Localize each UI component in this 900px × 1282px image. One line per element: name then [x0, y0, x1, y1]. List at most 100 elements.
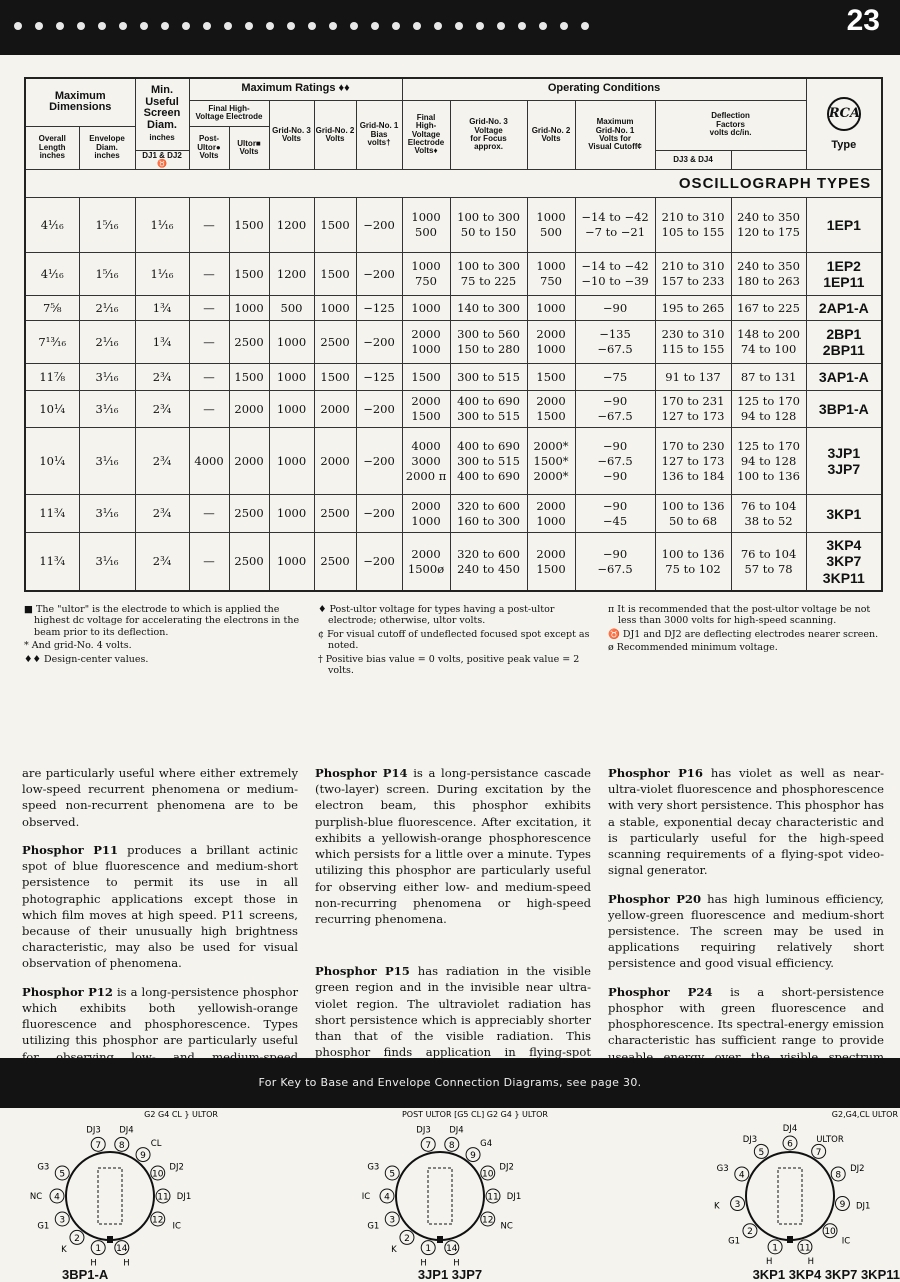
pin-label: DJ3	[86, 1126, 100, 1136]
table-cell: 1500	[228, 197, 270, 254]
dot	[350, 22, 358, 30]
table-cell: 2³⁄₄	[134, 494, 190, 534]
table-cell: 1000 500	[401, 197, 451, 254]
table-cell: −200	[355, 252, 403, 297]
paragraph: Phosphor P20 has high luminous efficienc…	[608, 891, 884, 972]
table-cell: 2000	[228, 427, 270, 496]
table-cell: −90	[574, 295, 656, 322]
page-header-bar: 23	[0, 0, 900, 55]
dot	[203, 22, 211, 30]
tube-type: 3BP1-A	[805, 390, 883, 429]
table-cell: 11⁷⁄₈	[24, 363, 80, 392]
table-cell: 100 to 300 75 to 225	[449, 252, 528, 297]
pin-label: NC	[30, 1192, 42, 1202]
pin-label: G1	[37, 1222, 49, 1232]
pin-number: 5	[758, 1148, 764, 1158]
table-cell: 1000 500	[526, 197, 576, 254]
col-dj1-dj2: DJ1 & DJ2 ♉	[134, 149, 190, 171]
dot	[266, 22, 274, 30]
pin	[155, 1188, 171, 1204]
table-cell: 1¹⁄₁₆	[134, 197, 190, 254]
pin-number: 5	[389, 1170, 395, 1180]
pin-number: 4	[54, 1193, 60, 1203]
table-row: 7¹³⁄₁₆ 2¹⁄₁₆ 1³⁄₄ —2500 1000 2500 −200 2000 100…	[24, 320, 883, 365]
pin-number: 7	[425, 1141, 431, 1151]
pin-label: H	[453, 1258, 459, 1268]
table-cell: −90 −45	[574, 494, 656, 534]
dot	[98, 22, 106, 30]
ultor-note: G2 G4 CL } ULTOR	[144, 1110, 218, 1119]
text-column: Phosphor P14 is a long-persistance casca…	[315, 765, 591, 1089]
pin-number: 7	[816, 1148, 822, 1158]
base-key	[787, 1236, 793, 1243]
table-cell: 2000 1500	[526, 532, 576, 592]
paragraph-text: has violet as well as near-ultra-violet …	[608, 766, 884, 878]
type-label: Type	[831, 138, 857, 151]
pin	[379, 1188, 395, 1204]
pin-number: 2	[747, 1227, 753, 1237]
table-row: 7⁵⁄₈ 2¹⁄₁₆ 1³⁄₄ —1000 500 1000 −125 1000 140 to …	[24, 295, 883, 322]
table-cell: −75	[574, 363, 656, 392]
table-cell: 1500	[313, 363, 357, 392]
pin-number: 3	[735, 1200, 741, 1210]
table-cell: 300 to 515	[449, 363, 528, 392]
pin	[54, 1165, 70, 1181]
table-cell: 1000	[526, 295, 576, 322]
pin-number: 10	[824, 1227, 836, 1237]
table-cell: 125 to 170 94 to 128	[730, 390, 807, 429]
table-cell: —	[188, 295, 230, 322]
table-cell: 1000	[268, 427, 315, 496]
footnote: π It is recommended that the post-ultor …	[608, 604, 871, 627]
table-cell: 1500	[401, 363, 451, 392]
tube-type: 1EP1	[805, 197, 883, 254]
pin	[114, 1240, 130, 1256]
table-cell: 11³⁄₄	[24, 532, 80, 592]
table-cell: 400 to 690 300 to 515 400 to 690	[449, 427, 528, 496]
footnote: * And grid-No. 4 volts.	[24, 640, 132, 652]
table-cell: 10¹⁄₄	[24, 427, 80, 496]
footnote: † Positive bias value = 0 volts, positiv…	[318, 653, 580, 676]
table-cell: 2³⁄₄	[134, 363, 190, 392]
footnote: ♦ Post-ultor voltage for types having a …	[318, 604, 555, 627]
pin-number: 12	[482, 1215, 493, 1225]
pin-label: DJ1	[507, 1192, 521, 1202]
pin	[90, 1136, 106, 1152]
pin	[753, 1143, 769, 1159]
pin	[444, 1136, 460, 1152]
pin	[742, 1223, 758, 1239]
base-pin-diagram: 1 H 2K 3 G1 4 NC 5 G3 7 DJ3 8 DJ4 9 CL 10 DJ2 11 DJ1 12 IC 14…	[30, 1110, 219, 1268]
table-cell: 100 to 136 75 to 102	[654, 532, 732, 592]
dot	[434, 22, 442, 30]
paragraph: Phosphor P16 has violet as well as near-…	[608, 765, 884, 879]
section-title: OSCILLOGRAPH TYPES	[24, 169, 883, 199]
pin-number: 9	[140, 1151, 146, 1161]
pin	[384, 1211, 400, 1227]
table-cell: −200	[355, 197, 403, 254]
pin-label: DJ3	[416, 1126, 430, 1136]
pin-number: 3	[59, 1215, 65, 1225]
dot	[518, 22, 526, 30]
table-cell: 400 to 690 300 to 515	[449, 390, 528, 429]
dot	[539, 22, 547, 30]
col-op-grid2: Grid-No. 2 Volts	[526, 99, 576, 171]
table-cell: 7⁵⁄₈	[24, 295, 80, 322]
table-cell: −200	[355, 532, 403, 592]
ultor-note: POST ULTOR [G5 CL] G2 G4 } ULTOR	[402, 1110, 548, 1119]
pin-number: 1	[95, 1244, 101, 1254]
pin-label: NC	[501, 1222, 513, 1232]
table-cell: 140 to 300	[449, 295, 528, 322]
footnote: ø Recommended minimum voltage.	[608, 642, 778, 654]
dot	[224, 22, 232, 30]
col-op-final-hv: Final High- Voltage Electrode Volts♦	[401, 99, 451, 171]
table-cell: 2000 1500	[401, 390, 451, 429]
base-diagram: 1 H 2 K 3 G1 4 NC 5 G3 7 DJ3 8 DJ4 9 CL 10 DJ2 11 DJ1 12 IC 14…	[20, 1108, 220, 1281]
table-row: 11⁷⁄₈ 3¹⁄₁₆ 2³⁄₄ —1500 1000 1500 −125 1500 300 t…	[24, 363, 883, 392]
pin-label: G3	[37, 1162, 49, 1172]
phosphor-name: Phosphor P20	[608, 891, 702, 906]
footnotes-column: ■ The "ultor" is the electrode to which …	[24, 604, 304, 667]
table-cell: 240 to 350 180 to 263	[730, 252, 807, 297]
pin	[782, 1135, 798, 1151]
table-cell: 167 to 225	[730, 295, 807, 322]
pin	[734, 1166, 750, 1182]
pin-label: H	[90, 1258, 96, 1268]
